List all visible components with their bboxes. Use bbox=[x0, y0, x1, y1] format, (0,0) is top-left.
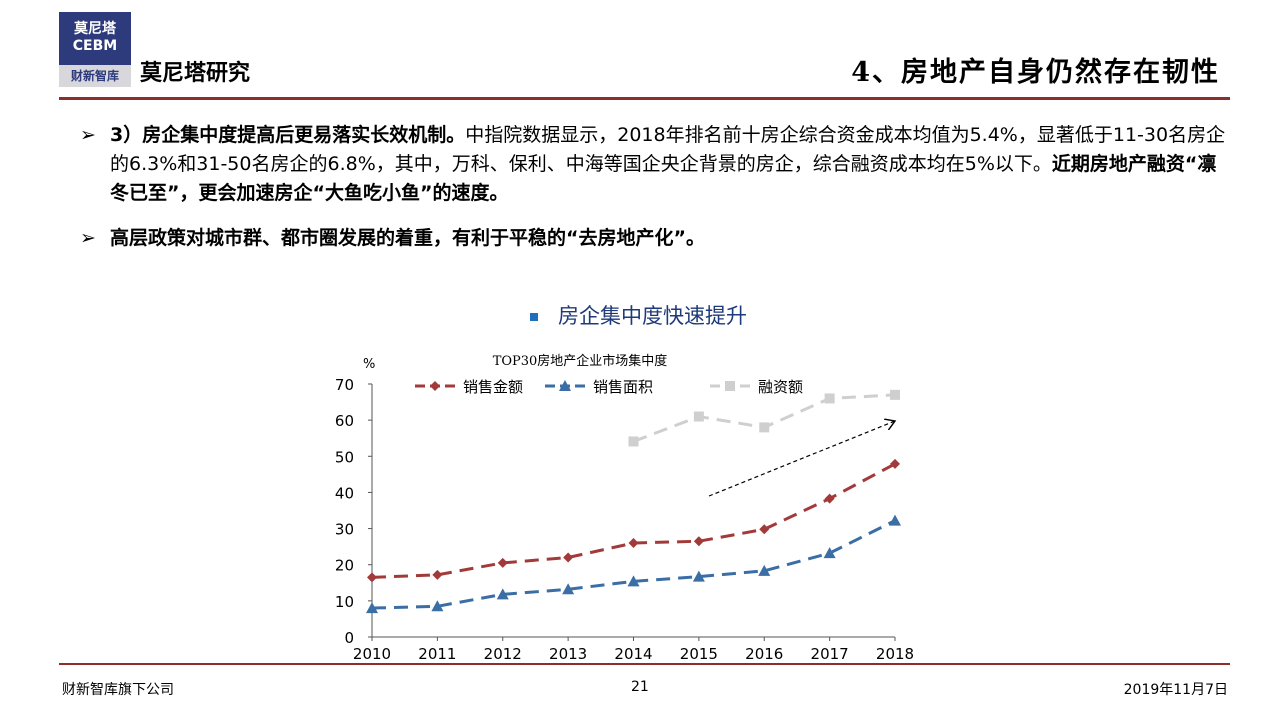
bullet-bold: 近期房地产融资“凛冬已至”，更会加速房企“大鱼吃小鱼”的速度。 bbox=[110, 153, 1217, 204]
y-tick-label: 40 bbox=[335, 484, 354, 502]
page-title: 4、房地产自身仍然存在韧性 bbox=[851, 57, 1220, 88]
data-point bbox=[497, 557, 508, 568]
section-heading: 房企集中度快速提升 bbox=[530, 300, 747, 330]
bullet-bold: 3）房企集中度提高后更易落实长效机制。 bbox=[110, 124, 466, 146]
y-tick-label: 20 bbox=[335, 557, 354, 575]
footer-divider bbox=[59, 663, 1230, 665]
data-point bbox=[563, 552, 574, 563]
data-point bbox=[693, 411, 704, 422]
data-point bbox=[824, 493, 835, 504]
bullet-text: 中指院数据显示，2018年排名前十房企综合资金成本均值为5.4%，显著低于11-… bbox=[110, 124, 1226, 175]
x-tick-label: 2015 bbox=[680, 645, 718, 663]
data-point bbox=[693, 536, 704, 547]
data-point bbox=[562, 583, 575, 595]
y-tick-label: 10 bbox=[335, 593, 354, 611]
section-heading-text: 房企集中度快速提升 bbox=[558, 304, 747, 328]
x-tick-label: 2018 bbox=[876, 645, 914, 663]
bullet-bold: 高层政策对城市群、都市圈发展的着重，有利于平稳的“去房地产化”。 bbox=[110, 227, 705, 249]
data-point bbox=[432, 569, 443, 580]
series-0 bbox=[367, 458, 900, 583]
legend-label: 融资额 bbox=[758, 378, 803, 396]
square-bullet-icon bbox=[530, 313, 538, 321]
y-tick-label: 60 bbox=[335, 412, 354, 430]
x-tick-label: 2011 bbox=[418, 645, 456, 663]
data-point bbox=[759, 524, 770, 535]
logo: 莫尼塔 CEBM 财新智库 bbox=[59, 12, 131, 87]
x-tick-label: 2010 bbox=[353, 645, 391, 663]
series-line bbox=[371, 519, 896, 610]
series-2 bbox=[628, 389, 900, 447]
data-point bbox=[890, 389, 900, 400]
data-point bbox=[366, 602, 378, 614]
legend-item: 销售金额 bbox=[415, 378, 523, 396]
data-point bbox=[628, 538, 639, 549]
trend-arrow bbox=[708, 421, 895, 497]
data-point bbox=[431, 600, 444, 612]
legend-marker bbox=[559, 380, 571, 391]
data-point bbox=[759, 422, 770, 433]
y-tick-label: 0 bbox=[344, 629, 354, 647]
data-point bbox=[823, 547, 836, 559]
series-1 bbox=[366, 514, 901, 614]
x-tick-label: 2016 bbox=[745, 645, 783, 663]
data-point bbox=[627, 575, 640, 587]
legend-marker bbox=[725, 381, 735, 391]
series-line bbox=[371, 462, 896, 579]
page-number: 21 bbox=[631, 679, 649, 695]
bullet-list: ➢ 3）房企集中度提高后更易落实长效机制。中指院数据显示，2018年排名前十房企… bbox=[80, 121, 1230, 269]
logo-text: 财新智库 bbox=[59, 65, 131, 87]
data-point bbox=[496, 588, 509, 600]
arrow-bullet-icon: ➢ bbox=[80, 124, 96, 146]
series-line bbox=[632, 393, 896, 443]
y-axis-unit: % bbox=[363, 357, 375, 372]
data-point bbox=[692, 570, 705, 582]
x-tick-label: 2014 bbox=[614, 645, 652, 663]
legend-label: 销售面积 bbox=[593, 378, 653, 396]
logo-text: 莫尼塔 bbox=[74, 21, 116, 37]
y-tick-label: 70 bbox=[335, 376, 354, 394]
y-tick-label: 50 bbox=[335, 448, 354, 466]
bullet-item: ➢ 3）房企集中度提高后更易落实长效机制。中指院数据显示，2018年排名前十房企… bbox=[80, 121, 1230, 208]
data-point bbox=[628, 436, 639, 447]
brand-name: 莫尼塔研究 bbox=[140, 60, 251, 86]
header-divider bbox=[59, 97, 1230, 100]
data-point bbox=[889, 514, 901, 526]
footer-date: 2019年11月7日 bbox=[1123, 682, 1228, 698]
data-point bbox=[758, 564, 771, 576]
bullet-item: ➢ 高层政策对城市群、都市圈发展的着重，有利于平稳的“去房地产化”。 bbox=[80, 224, 1230, 253]
data-point bbox=[367, 572, 377, 583]
x-tick-label: 2013 bbox=[549, 645, 587, 663]
y-tick-label: 30 bbox=[335, 521, 354, 539]
legend-item: 融资额 bbox=[710, 378, 803, 396]
data-point bbox=[890, 458, 900, 469]
logo-text: CEBM bbox=[72, 38, 118, 54]
x-tick-label: 2012 bbox=[484, 645, 522, 663]
x-tick-label: 2017 bbox=[811, 645, 849, 663]
legend-label: 销售金额 bbox=[463, 378, 523, 396]
legend-item: 销售面积 bbox=[545, 378, 653, 396]
footer-company: 财新智库旗下公司 bbox=[62, 682, 174, 698]
legend-marker bbox=[430, 381, 440, 391]
data-point bbox=[824, 393, 835, 404]
chart-title: TOP30房地产企业市场集中度 bbox=[493, 353, 668, 369]
arrow-bullet-icon: ➢ bbox=[80, 227, 96, 249]
